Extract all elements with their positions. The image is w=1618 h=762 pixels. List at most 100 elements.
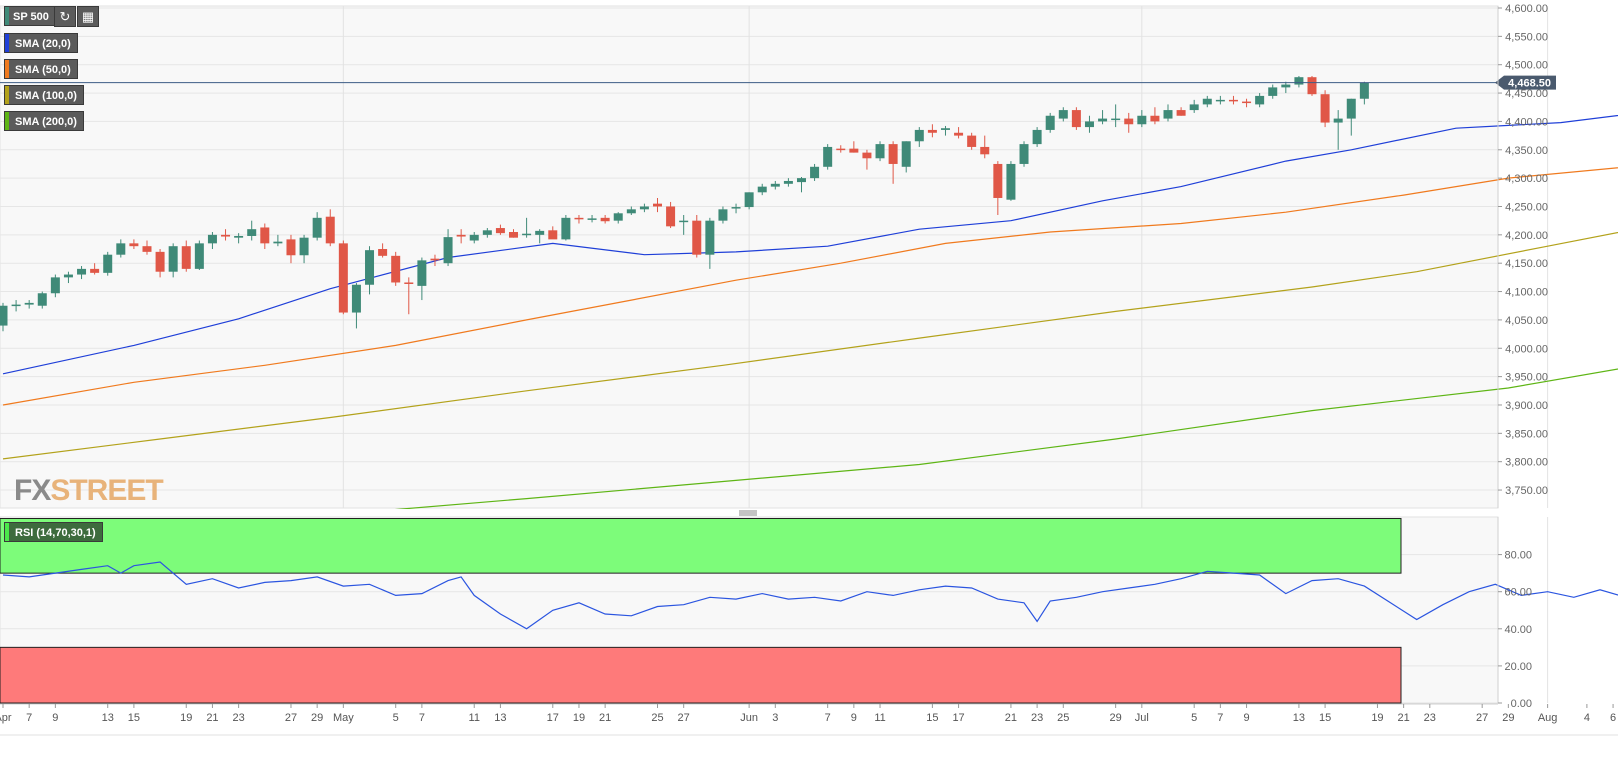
candle-body [613,213,623,221]
candle-body [77,268,87,275]
candle-body [116,243,126,255]
candle-body [1111,118,1121,121]
time-tick-label: 27 [678,712,690,724]
price-tick-label: 3,850.00 [1505,428,1548,440]
sma200-swatch [5,112,9,130]
time-tick-label: 11 [874,712,885,724]
candle-body [718,209,728,221]
calendar-icon: ▦ [81,9,95,24]
candle-body [11,304,21,307]
candle-body [1045,115,1055,130]
candle-body [260,227,270,244]
time-tick-label: 5 [1191,712,1197,724]
rsi-tick-label: 80.00 [1504,550,1532,562]
candle-body [1359,82,1369,99]
candle-body [1307,77,1317,95]
rsi-label: RSI (14,70,30,1) [15,527,96,539]
candle-body [181,246,191,269]
indicator-sma200-button[interactable]: SMA (200,0) [4,111,84,131]
candle-body [810,166,820,179]
candle-body [1084,121,1094,128]
time-tick-label: 25 [1057,712,1069,724]
time-tick-label: 7 [419,712,425,724]
time-tick-label: 19 [180,712,192,724]
price-axis: 4,600.00 4,550.00 4,500.00 4,450.00 4,400.00… [1497,3,1548,508]
candle-body [626,209,636,214]
sma100-line [2,231,1618,460]
price-tick-label: 3,800.00 [1505,457,1548,469]
price-tick-label: 4,300.00 [1505,173,1548,185]
candle-body [378,249,388,256]
rsi-tick-label: 20.00 [1504,661,1532,673]
candle-body [1137,115,1147,125]
candle-body [247,229,257,236]
candle-body [50,277,60,294]
time-tick-label: 23 [1424,712,1436,724]
pane-separator[interactable] [0,509,1498,516]
rsi-tick-label: 0.00 [1511,698,1532,710]
refresh-button[interactable]: ↻ [54,6,76,27]
time-tick-label: 27 [285,712,297,724]
candle-body [443,237,453,264]
candle-body [666,206,676,227]
candle-body [1228,99,1238,102]
candle-body [1058,110,1068,119]
candle-body [37,293,47,306]
candle-body [221,234,231,237]
candlesticks [0,76,1369,332]
candle-body [351,284,361,313]
candle-body [417,260,427,286]
candle-body [482,230,492,235]
candle-body [325,216,335,244]
candle-body [1163,110,1173,119]
candle-body [194,243,204,269]
symbol-button[interactable]: SP 500 [4,6,56,26]
indicator-sma50-button[interactable]: SMA (50,0) [4,59,78,79]
time-tick-label: 21 [206,712,218,724]
time-tick-label: 21 [1005,712,1017,724]
candle-body [653,203,662,207]
candle-body [1124,118,1134,125]
time-tick-label: 7 [1217,712,1223,724]
sma50-label: SMA (50,0) [15,64,71,76]
rsi-tick-label: 60.00 [1504,587,1532,599]
indicator-sma100-button[interactable]: SMA (100,0) [4,85,84,105]
calendar-button[interactable]: ▦ [77,6,99,27]
current-price-tag [1495,75,1556,90]
candle-body [1176,110,1186,116]
candle-body [1202,98,1212,105]
price-tick-label: 4,400.00 [1505,116,1548,128]
candle-body [705,220,715,255]
candle-body [561,217,571,240]
time-tick-label: 13 [494,712,506,724]
time-tick-label: Jun [740,712,758,724]
candle-body [273,241,283,244]
candle-body [1320,94,1330,123]
candle-body [836,148,846,151]
logo-street: STREET [50,474,163,507]
time-tick-label: 15 [1319,712,1331,724]
time-tick-label: Apr [0,712,12,724]
candle-body [954,132,964,136]
time-tick-label: 17 [547,712,559,724]
candle-body [103,254,113,273]
time-tick-label: 21 [599,712,611,724]
candle-body [1189,104,1199,111]
candle-body [940,128,950,130]
indicator-rsi-button[interactable]: RSI (14,70,30,1) [4,522,103,542]
indicator-sma20-button[interactable]: SMA (20,0) [4,33,78,53]
candle-body [1215,99,1225,102]
time-tick-label: 9 [851,712,857,724]
sma20-swatch [5,34,9,52]
candle-body [875,144,885,159]
price-tick-label: 4,200.00 [1505,230,1548,242]
sma100-label: SMA (100,0) [15,90,77,102]
candle-body [587,218,597,220]
rsi-pane: 80.00 60.00 40.00 20.00 0.00 [0,516,1618,710]
candle-body [823,146,833,167]
time-tick-label: May [333,712,354,724]
time-tick-label: 29 [311,712,323,724]
candle-body [1032,129,1042,145]
price-tick-label: 3,750.00 [1505,485,1548,497]
